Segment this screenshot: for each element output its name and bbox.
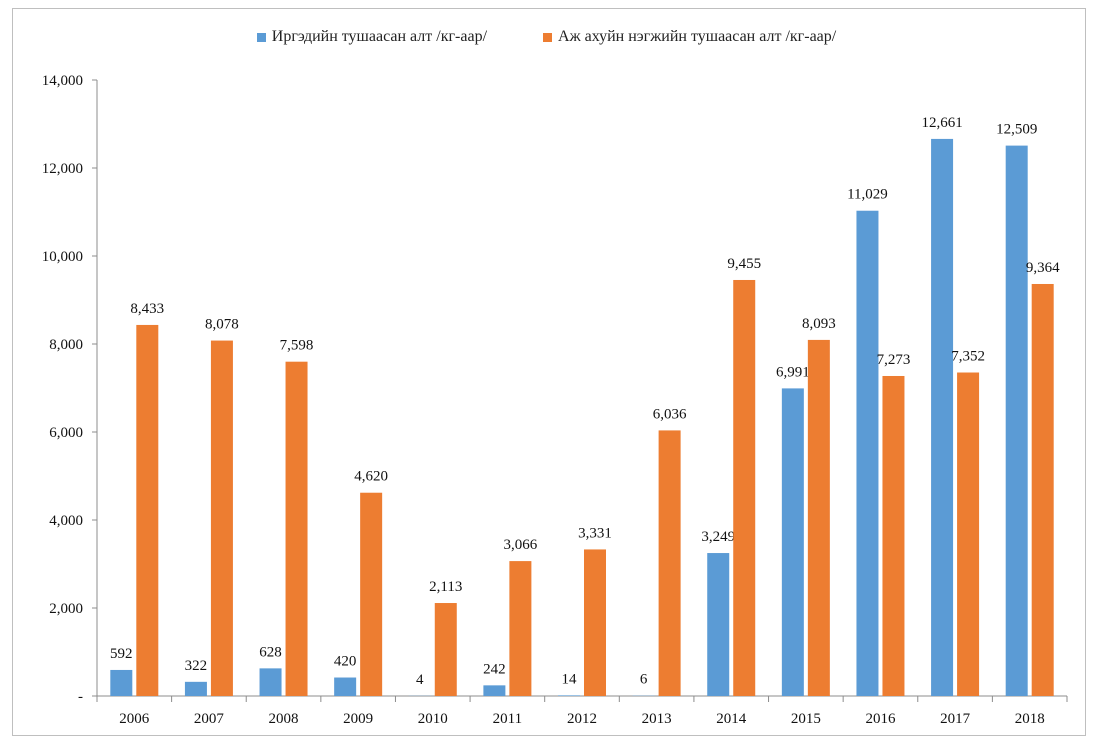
x-tick-label: 2010 <box>418 711 448 727</box>
bar-companies <box>584 549 606 696</box>
data-label-companies: 6,036 <box>653 406 687 422</box>
data-label-companies: 9,364 <box>1026 260 1060 276</box>
bar-citizens <box>558 695 580 696</box>
data-label-citizens: 4 <box>416 672 424 688</box>
bar-companies <box>434 603 457 696</box>
bar-citizens <box>259 668 282 696</box>
legend-label-citizens: Иргэдийн тушаасан алт /кг-аар/ <box>271 28 488 45</box>
bar-companies <box>360 492 383 696</box>
bar-companies <box>733 279 756 696</box>
data-label-citizens: 242 <box>483 661 506 677</box>
data-label-companies: 7,598 <box>280 338 314 354</box>
bar-companies <box>807 339 830 696</box>
legend: Иргэдийн тушаасан алт /кг-аар/ Аж ахуйн … <box>0 28 1093 46</box>
data-label-citizens: 11,029 <box>847 187 888 203</box>
data-label-citizens: 322 <box>185 658 208 674</box>
bar-companies <box>1031 283 1054 696</box>
bar-companies <box>509 561 532 696</box>
data-label-companies: 8,433 <box>130 301 164 317</box>
y-tick-label: - <box>78 689 83 705</box>
x-tick-label: 2016 <box>865 711 896 727</box>
data-label-citizens: 592 <box>110 646 133 662</box>
data-label-citizens: 12,661 <box>921 115 962 131</box>
bar-companies <box>210 340 233 696</box>
x-tick-label: 2008 <box>269 711 299 727</box>
chart-frame <box>12 8 1086 736</box>
y-tick-label: 6,000 <box>49 425 83 441</box>
x-tick-label: 2009 <box>343 711 373 727</box>
bar-citizens <box>931 138 954 696</box>
y-tick-label: 12,000 <box>42 161 83 177</box>
data-label-citizens: 6 <box>640 672 648 688</box>
x-tick-label: 2011 <box>493 711 522 727</box>
data-label-companies: 9,455 <box>727 256 761 272</box>
x-tick-label: 2015 <box>791 711 821 727</box>
bar-citizens <box>707 553 730 696</box>
x-tick-label: 2014 <box>716 711 747 727</box>
data-label-citizens: 3,249 <box>701 529 735 545</box>
data-label-companies: 4,620 <box>354 469 388 485</box>
data-label-companies: 2,113 <box>429 579 462 595</box>
x-tick-label: 2006 <box>119 711 150 727</box>
y-tick-label: 10,000 <box>42 249 83 265</box>
bar-citizens <box>1005 145 1028 696</box>
data-label-companies: 3,066 <box>504 537 538 553</box>
data-label-citizens: 14 <box>562 671 578 687</box>
data-label-citizens: 628 <box>259 644 282 660</box>
bar-citizens <box>334 677 357 696</box>
x-tick-label: 2017 <box>940 711 971 727</box>
legend-item-companies: Аж ахуйн нэгжийн тушаасан алт /кг-аар/ <box>543 28 836 46</box>
legend-swatch-companies <box>543 32 553 42</box>
y-tick-label: 2,000 <box>49 601 83 617</box>
bar-citizens <box>483 685 506 696</box>
data-label-companies: 3,331 <box>578 525 612 541</box>
data-label-citizens: 12,509 <box>996 122 1037 138</box>
legend-label-companies: Аж ахуйн нэгжийн тушаасан алт /кг-аар/ <box>558 28 837 45</box>
data-label-companies: 8,093 <box>802 316 836 332</box>
legend-item-citizens: Иргэдийн тушаасан алт /кг-аар/ <box>256 28 488 46</box>
legend-swatch-citizens <box>256 32 266 42</box>
bar-companies <box>658 430 681 696</box>
data-label-companies: 7,273 <box>877 352 911 368</box>
y-tick-label: 14,000 <box>42 73 83 89</box>
bar-citizens <box>856 210 879 696</box>
x-tick-label: 2018 <box>1015 711 1045 727</box>
bar-citizens <box>184 681 207 696</box>
data-label-companies: 7,352 <box>951 349 985 365</box>
x-tick-label: 2013 <box>642 711 672 727</box>
bar-companies <box>957 372 980 696</box>
data-label-companies: 8,078 <box>205 317 239 333</box>
data-label-citizens: 420 <box>334 654 357 670</box>
x-tick-label: 2007 <box>194 711 225 727</box>
y-tick-label: 8,000 <box>49 337 83 353</box>
bar-companies <box>136 324 159 696</box>
bar-citizens <box>781 388 804 696</box>
bar-citizens <box>110 669 133 696</box>
data-label-citizens: 6,991 <box>776 364 810 380</box>
y-tick-label: 4,000 <box>49 513 83 529</box>
bar-companies <box>882 375 905 696</box>
bar-companies <box>285 361 308 696</box>
x-tick-label: 2012 <box>567 711 597 727</box>
